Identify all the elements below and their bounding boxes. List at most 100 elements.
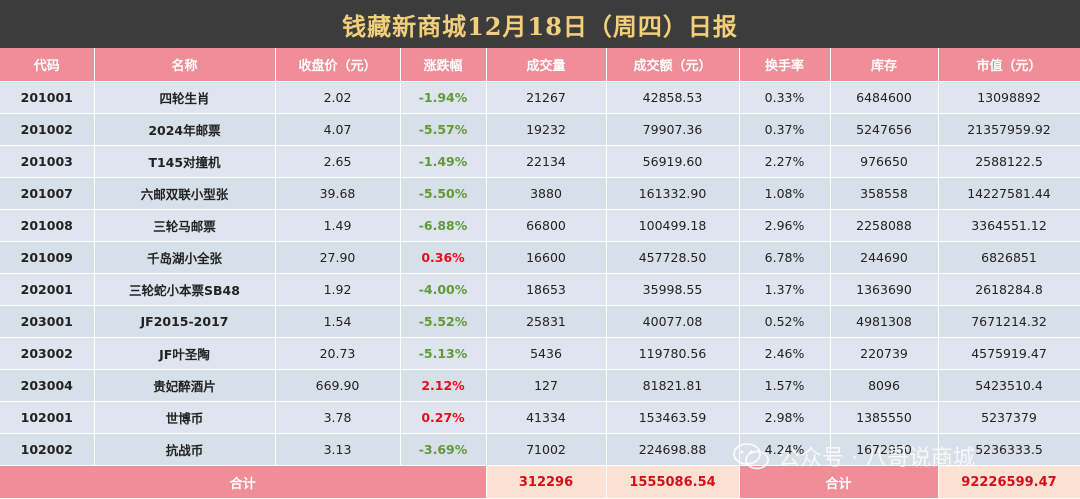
cell-close: 4.07 bbox=[275, 113, 401, 146]
cell-stock: 244690 bbox=[830, 241, 939, 274]
cell-market-cap: 4575919.47 bbox=[938, 337, 1080, 370]
cell-change: 0.27% bbox=[400, 401, 487, 434]
cell-code: 102001 bbox=[0, 401, 95, 434]
cell-code: 201009 bbox=[0, 241, 95, 274]
cell-close: 20.73 bbox=[275, 337, 401, 370]
cell-change: -5.50% bbox=[400, 177, 487, 210]
cell-stock: 1385550 bbox=[830, 401, 939, 434]
cell-name: 2024年邮票 bbox=[94, 113, 276, 146]
cell-volume: 3880 bbox=[486, 177, 607, 210]
total-amount: 1555086.54 bbox=[606, 465, 740, 499]
cell-amount: 81821.81 bbox=[606, 369, 740, 402]
watermark: 公众号 · 八哥说商城 bbox=[732, 440, 975, 472]
wechat-icon bbox=[733, 443, 769, 470]
cell-change: 2.12% bbox=[400, 369, 487, 402]
cell-change: -5.52% bbox=[400, 305, 487, 338]
cell-market-cap: 2588122.5 bbox=[938, 145, 1080, 178]
cell-volume: 127 bbox=[486, 369, 607, 402]
cell-name: 四轮生肖 bbox=[94, 81, 276, 114]
table-row: 203001 JF2015-2017 1.54 -5.52% 25831 40077.08… bbox=[0, 305, 1080, 338]
cell-stock: 1363690 bbox=[830, 273, 939, 306]
table-row: 203004 贵妃醉酒片 669.90 2.12% 127 81821.81 1.57% 80… bbox=[0, 369, 1080, 402]
cell-turnover: 1.57% bbox=[739, 369, 831, 402]
cell-volume: 71002 bbox=[486, 433, 607, 466]
cell-name: 三轮蛇小本票SB48 bbox=[94, 273, 276, 306]
cell-market-cap: 14227581.44 bbox=[938, 177, 1080, 210]
table-row: 202001 三轮蛇小本票SB48 1.92 -4.00% 18653 35998.55 1… bbox=[0, 273, 1080, 306]
cell-market-cap: 13098892 bbox=[938, 81, 1080, 114]
cell-amount: 457728.50 bbox=[606, 241, 740, 274]
header-name: 名称 bbox=[94, 48, 276, 82]
cell-name: 贵妃醉酒片 bbox=[94, 369, 276, 402]
cell-name: 世博币 bbox=[94, 401, 276, 434]
cell-amount: 40077.08 bbox=[606, 305, 740, 338]
cell-change: -3.69% bbox=[400, 433, 487, 466]
table-body: 201001 四轮生肖 2.02 -1.94% 21267 42858.53 0.33% 64… bbox=[0, 81, 1080, 466]
header-amount: 成交额（元） bbox=[606, 48, 740, 82]
cell-amount: 42858.53 bbox=[606, 81, 740, 114]
cell-change: -5.57% bbox=[400, 113, 487, 146]
cell-volume: 18653 bbox=[486, 273, 607, 306]
cell-turnover: 0.52% bbox=[739, 305, 831, 338]
cell-stock: 976650 bbox=[830, 145, 939, 178]
cell-code: 201007 bbox=[0, 177, 95, 210]
table-row: 201008 三轮马邮票 1.49 -6.88% 66800 100499.18 2.96%… bbox=[0, 209, 1080, 242]
cell-market-cap: 5237379 bbox=[938, 401, 1080, 434]
table-row: 201003 T145对撞机 2.65 -1.49% 22134 56919.60 2.27… bbox=[0, 145, 1080, 178]
cell-close: 27.90 bbox=[275, 241, 401, 274]
cell-change: -1.94% bbox=[400, 81, 487, 114]
table-row: 203002 JF叶圣陶 20.73 -5.13% 5436 119780.56 2.46%… bbox=[0, 337, 1080, 370]
table-row: 201009 千岛湖小全张 27.90 0.36% 16600 457728.50 6.78… bbox=[0, 241, 1080, 274]
cell-market-cap: 21357959.92 bbox=[938, 113, 1080, 146]
header-stock: 库存 bbox=[830, 48, 939, 82]
cell-amount: 35998.55 bbox=[606, 273, 740, 306]
cell-market-cap: 7671214.32 bbox=[938, 305, 1080, 338]
cell-name: JF叶圣陶 bbox=[94, 337, 276, 370]
report-title: 钱藏新商城12月18日（周四）日报 bbox=[342, 11, 738, 41]
cell-volume: 16600 bbox=[486, 241, 607, 274]
header-market-cap: 市值（元） bbox=[938, 48, 1080, 82]
cell-close: 2.02 bbox=[275, 81, 401, 114]
cell-turnover: 2.27% bbox=[739, 145, 831, 178]
cell-code: 203001 bbox=[0, 305, 95, 338]
cell-close: 1.92 bbox=[275, 273, 401, 306]
cell-amount: 161332.90 bbox=[606, 177, 740, 210]
cell-stock: 6484600 bbox=[830, 81, 939, 114]
cell-name: T145对撞机 bbox=[94, 145, 276, 178]
cell-volume: 5436 bbox=[486, 337, 607, 370]
cell-stock: 8096 bbox=[830, 369, 939, 402]
cell-stock: 1672950 bbox=[830, 433, 939, 466]
cell-stock: 4981308 bbox=[830, 305, 939, 338]
cell-close: 3.13 bbox=[275, 433, 401, 466]
cell-close: 3.78 bbox=[275, 401, 401, 434]
header-code: 代码 bbox=[0, 48, 95, 82]
cell-turnover: 0.33% bbox=[739, 81, 831, 114]
total-row: 合计 312296 1555086.54 合计 92226599.47 bbox=[0, 465, 1080, 499]
cell-close: 2.65 bbox=[275, 145, 401, 178]
cell-change: -6.88% bbox=[400, 209, 487, 242]
cell-turnover: 0.37% bbox=[739, 113, 831, 146]
total-volume: 312296 bbox=[486, 465, 607, 499]
cell-amount: 79907.36 bbox=[606, 113, 740, 146]
header-close: 收盘价（元） bbox=[275, 48, 401, 82]
cell-volume: 21267 bbox=[486, 81, 607, 114]
cell-stock: 358558 bbox=[830, 177, 939, 210]
cell-change: 0.36% bbox=[400, 241, 487, 274]
cell-code: 203002 bbox=[0, 337, 95, 370]
cell-market-cap: 5423510.4 bbox=[938, 369, 1080, 402]
cell-market-cap: 6826851 bbox=[938, 241, 1080, 274]
cell-turnover: 6.78% bbox=[739, 241, 831, 274]
cell-turnover: 1.08% bbox=[739, 177, 831, 210]
cell-market-cap: 5236333.5 bbox=[938, 433, 1080, 466]
cell-name: 抗战币 bbox=[94, 433, 276, 466]
cell-code: 202001 bbox=[0, 273, 95, 306]
cell-name: 三轮马邮票 bbox=[94, 209, 276, 242]
cell-code: 201002 bbox=[0, 113, 95, 146]
cell-turnover: 2.46% bbox=[739, 337, 831, 370]
cell-turnover: 2.98% bbox=[739, 401, 831, 434]
cell-code: 201008 bbox=[0, 209, 95, 242]
cell-code: 201003 bbox=[0, 145, 95, 178]
cell-code: 203004 bbox=[0, 369, 95, 402]
cell-turnover: 2.96% bbox=[739, 209, 831, 242]
header-volume: 成交量 bbox=[486, 48, 607, 82]
